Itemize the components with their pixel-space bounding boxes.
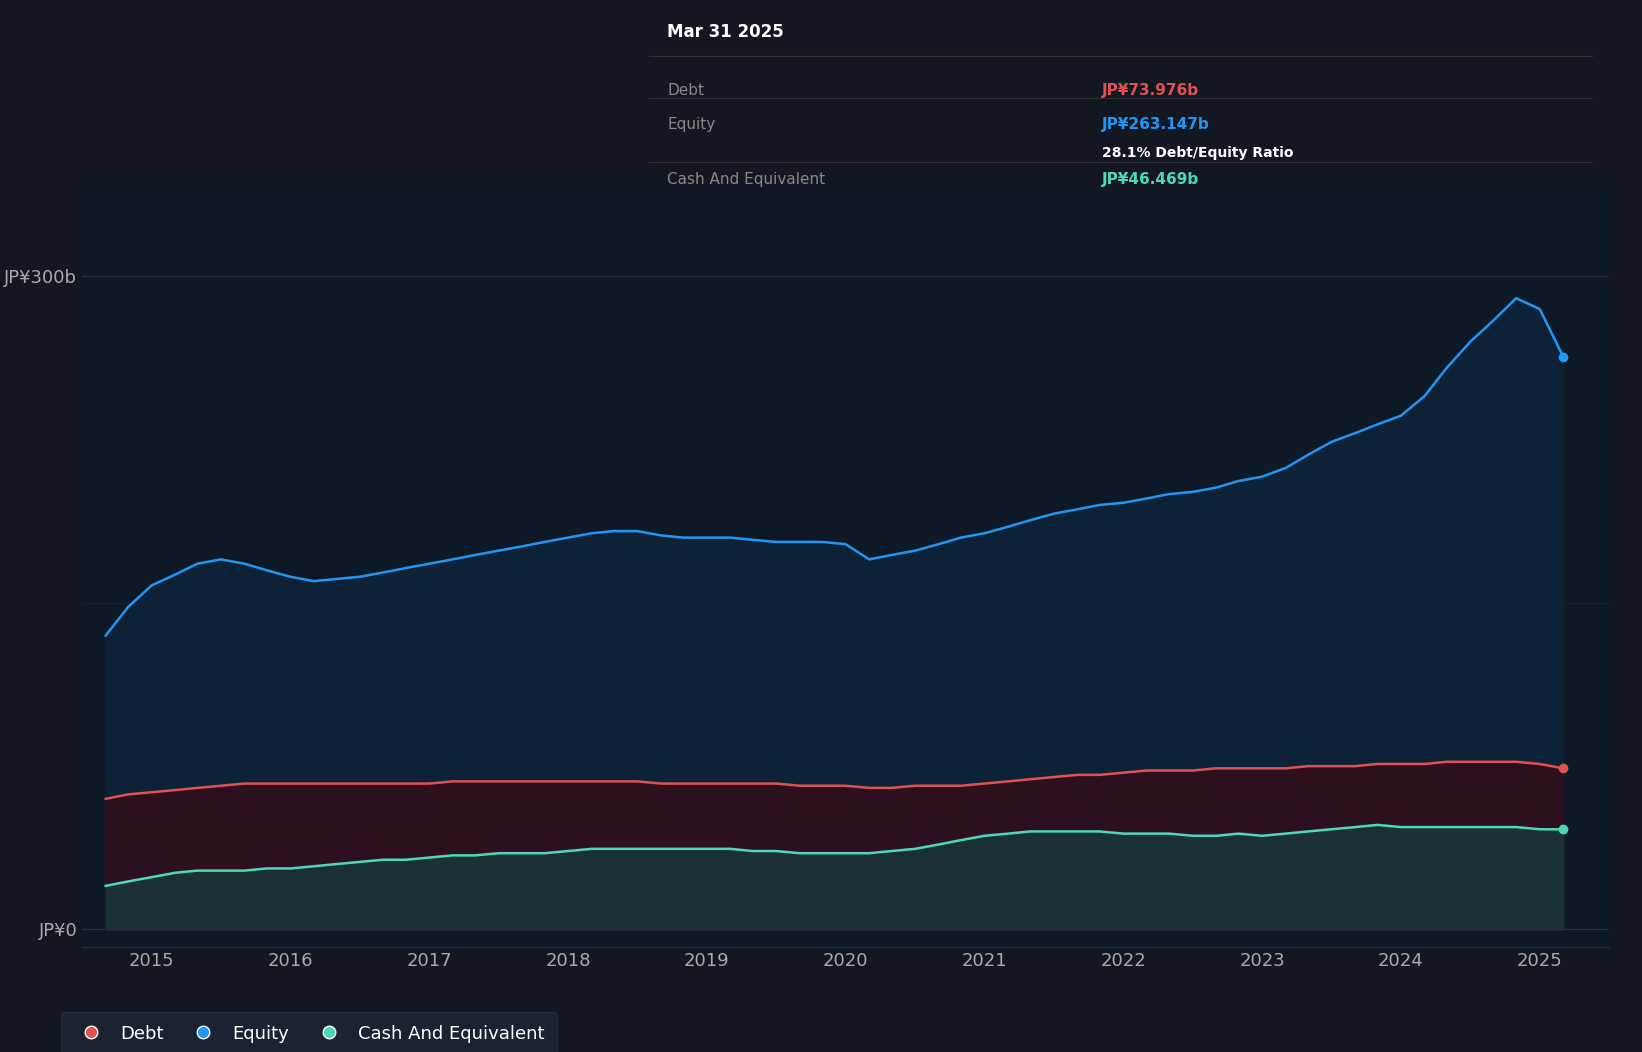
Text: 28.1% Debt/Equity Ratio: 28.1% Debt/Equity Ratio [1102,146,1294,161]
Text: Equity: Equity [668,118,716,133]
Text: JP¥263.147b: JP¥263.147b [1102,118,1210,133]
Text: Cash And Equivalent: Cash And Equivalent [668,173,826,187]
Text: JP¥46.469b: JP¥46.469b [1102,173,1199,187]
Text: JP¥73.976b: JP¥73.976b [1102,83,1199,98]
Text: Mar 31 2025: Mar 31 2025 [668,23,785,41]
Legend: Debt, Equity, Cash And Equivalent: Debt, Equity, Cash And Equivalent [61,1012,557,1052]
Text: Debt: Debt [668,83,704,98]
